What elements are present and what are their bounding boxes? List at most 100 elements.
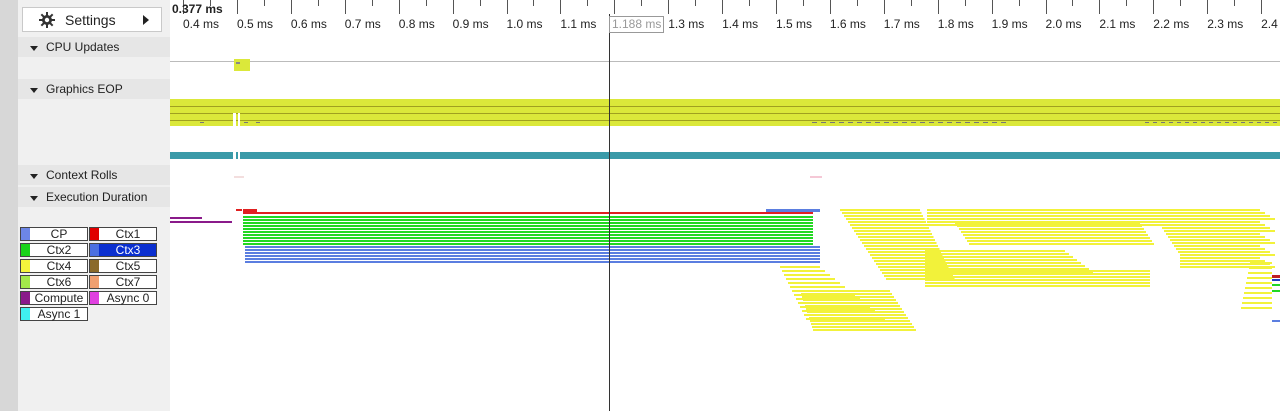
exec-bar-ctx4[interactable] (925, 265, 1085, 267)
graphics-eop-separator[interactable] (170, 113, 1280, 114)
exec-bar-cp[interactable] (1272, 320, 1280, 322)
exec-bar-ctx4[interactable] (927, 215, 1167, 217)
settings-button[interactable]: Settings (22, 7, 162, 32)
eop-event[interactable] (1145, 122, 1149, 123)
exec-bar-ctx4[interactable] (866, 248, 940, 250)
eop-event[interactable] (244, 122, 248, 123)
exec-bar-ctx3[interactable] (1272, 279, 1280, 281)
exec-bar-ctx4[interactable] (812, 326, 914, 328)
eop-event[interactable] (1185, 122, 1189, 123)
eop-event[interactable] (830, 122, 835, 123)
exec-bar-ctx4[interactable] (1180, 215, 1270, 217)
eop-event[interactable] (1273, 122, 1277, 123)
exec-bar-ctx4[interactable] (1180, 257, 1260, 259)
graphics-eop-separator[interactable] (170, 106, 1280, 107)
track-header-context-rolls[interactable]: Context Rolls (18, 165, 170, 185)
exec-bar-ctx4[interactable] (927, 218, 1167, 220)
exec-bar-ctx4[interactable] (969, 243, 1154, 245)
exec-bar-ctx4[interactable] (925, 276, 1150, 278)
exec-bar-ctx2[interactable] (243, 243, 813, 245)
exec-bar-ctx4[interactable] (804, 302, 898, 304)
exec-bar-ctx4[interactable] (1249, 267, 1272, 269)
cpu-update-marker-detail[interactable] (236, 62, 240, 64)
exec-bar-ctx4[interactable] (1250, 262, 1272, 264)
exec-bar-ctx4[interactable] (955, 222, 1140, 224)
exec-bar-ctx4[interactable] (790, 286, 845, 288)
exec-bar-ctx4[interactable] (840, 209, 920, 211)
eop-event[interactable] (956, 122, 961, 123)
exec-bar-ctx4[interactable] (1248, 272, 1272, 274)
legend-item-ctx1[interactable]: Ctx1 (89, 227, 157, 241)
exec-bar-ctx4[interactable] (806, 308, 902, 310)
exec-bar-ctx4[interactable] (801, 293, 892, 295)
exec-bar-ctx4[interactable] (802, 296, 894, 298)
legend-item-cp[interactable]: CP (20, 227, 88, 241)
exec-bar-ctx4[interactable] (1180, 230, 1275, 232)
exec-bar-ctx2[interactable] (243, 240, 813, 242)
graphics-eop-gap[interactable] (233, 113, 236, 126)
exec-bar-ctx4[interactable] (1180, 224, 1265, 226)
eop-event[interactable] (1217, 122, 1221, 123)
exec-bar-ctx4[interactable] (957, 225, 1142, 227)
time-cursor-line[interactable] (609, 14, 610, 411)
exec-bar-ctx4[interactable] (1180, 209, 1260, 211)
teal-gap[interactable] (238, 151, 240, 160)
eop-event[interactable] (893, 122, 898, 123)
exec-bar-ctx4[interactable] (959, 228, 1144, 230)
eop-event[interactable] (1233, 122, 1237, 123)
exec-bar-ctx4[interactable] (803, 299, 896, 301)
legend-item-ctx7[interactable]: Ctx7 (89, 275, 157, 289)
exec-bar-ctx4[interactable] (856, 233, 932, 235)
eop-event[interactable] (1249, 122, 1253, 123)
exec-bar-ctx4[interactable] (870, 254, 943, 256)
exec-bar-ctx1[interactable] (1272, 275, 1280, 278)
exec-bar-ctx4[interactable] (880, 269, 950, 271)
exec-bar-ctx4[interactable] (965, 237, 1150, 239)
exec-bar-ctx4[interactable] (810, 320, 910, 322)
eop-event[interactable] (974, 122, 979, 123)
exec-bar-ctx3[interactable] (245, 246, 820, 248)
exec-bar-ctx4[interactable] (860, 239, 935, 241)
exec-bar-ctx4[interactable] (1180, 239, 1270, 241)
eop-event[interactable] (857, 122, 862, 123)
exec-bar-ctx4[interactable] (868, 251, 941, 253)
exec-bar-ctx4[interactable] (1180, 227, 1270, 229)
eop-event[interactable] (929, 122, 934, 123)
exec-bar-ctx4[interactable] (854, 230, 931, 232)
exec-bar-cp[interactable] (766, 209, 820, 212)
exec-bar-ctx4[interactable] (925, 262, 1081, 264)
exec-bar-ctx4[interactable] (1180, 233, 1260, 235)
eop-event[interactable] (1209, 122, 1213, 123)
graphics-eop-separator[interactable] (170, 120, 1280, 121)
exec-bar-ctx4[interactable] (1180, 212, 1265, 214)
exec-bar-ctx4[interactable] (808, 314, 906, 316)
eop-event[interactable] (884, 122, 889, 123)
exec-bar-ctx4[interactable] (1180, 263, 1270, 265)
exec-bar-ctx3[interactable] (245, 261, 820, 263)
track-header-cpu-updates[interactable]: CPU Updates (18, 37, 170, 57)
exec-bar-ctx4[interactable] (1243, 297, 1272, 299)
exec-bar-ctx4[interactable] (963, 234, 1148, 236)
eop-event[interactable] (821, 122, 826, 123)
exec-bar-ctx2[interactable] (243, 234, 813, 236)
exec-bar-ctx4[interactable] (1180, 242, 1275, 244)
exec-bar-ctx4[interactable] (1180, 260, 1265, 262)
exec-bar-ctx4[interactable] (925, 282, 1150, 284)
eop-event[interactable] (875, 122, 880, 123)
exec-bar-ctx4[interactable] (807, 311, 904, 313)
track-header-execution-duration[interactable]: Execution Duration (18, 187, 170, 207)
exec-bar-ctx2[interactable] (243, 222, 813, 224)
eop-event[interactable] (920, 122, 925, 123)
exec-bar-ctx4[interactable] (1180, 236, 1265, 238)
exec-bar-ctx4[interactable] (925, 285, 1150, 287)
exec-bar-ctx2[interactable] (243, 231, 813, 233)
exec-bar-ctx4[interactable] (788, 282, 840, 284)
legend-item-compute[interactable]: Compute (20, 291, 88, 305)
legend-item-ctx2[interactable]: Ctx2 (20, 243, 88, 257)
exec-bar-ctx4[interactable] (1180, 266, 1275, 268)
eop-event[interactable] (866, 122, 871, 123)
exec-bar-ctx2[interactable] (1272, 290, 1280, 292)
exec-bar-ctx4[interactable] (1180, 251, 1270, 253)
exec-bar-ctx4[interactable] (925, 256, 1073, 258)
